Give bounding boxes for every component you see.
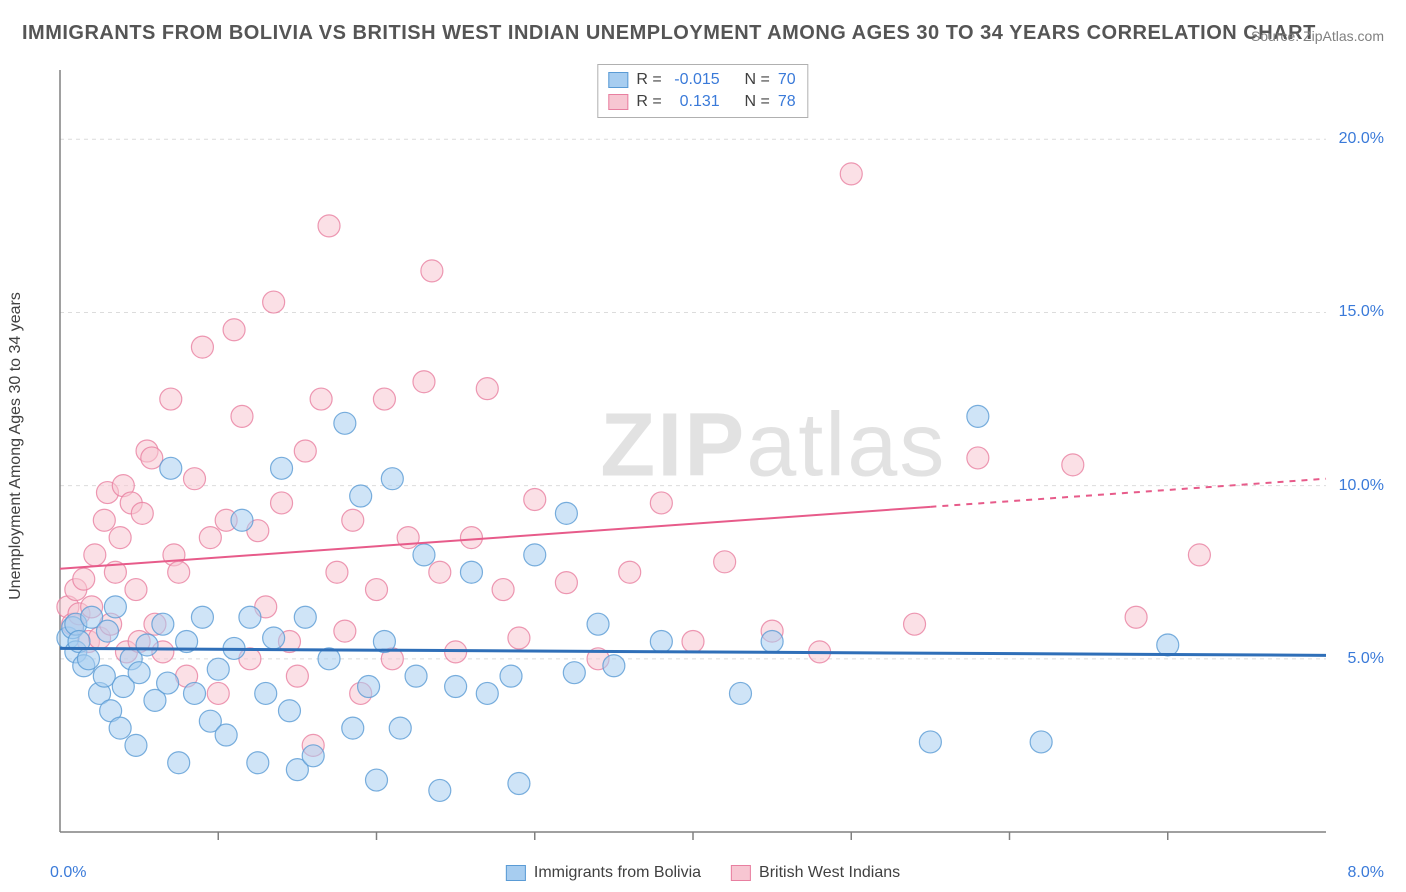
r-value-1: -0.015 — [670, 71, 720, 89]
y-tick-label: 10.0% — [1339, 477, 1384, 495]
y-tick-label: 20.0% — [1339, 130, 1384, 148]
legend-item-2: British West Indians — [731, 864, 900, 882]
chart-plot-area — [50, 60, 1386, 852]
stats-legend-box: R = -0.015 N = 70 R = 0.131 N = 78 — [597, 64, 808, 118]
n-label: N = — [745, 93, 770, 111]
r-value-2: 0.131 — [670, 93, 720, 111]
chart-title: IMMIGRANTS FROM BOLIVIA VS BRITISH WEST … — [22, 22, 1316, 45]
stats-legend-row: R = 0.131 N = 78 — [608, 91, 795, 113]
x-axis-max-label: 8.0% — [1348, 864, 1384, 882]
swatch-series-1 — [608, 72, 628, 88]
legend-label-1: Immigrants from Bolivia — [534, 864, 701, 882]
scatter-svg — [50, 60, 1386, 852]
r-label: R = — [636, 71, 661, 89]
n-value-1: 70 — [778, 71, 796, 89]
x-axis-min-label: 0.0% — [50, 864, 86, 882]
legend-item-1: Immigrants from Bolivia — [506, 864, 701, 882]
swatch-series-2 — [731, 865, 751, 881]
y-axis-label: Unemployment Among Ages 30 to 34 years — [7, 292, 25, 600]
legend-label-2: British West Indians — [759, 864, 900, 882]
n-label: N = — [745, 71, 770, 89]
n-value-2: 78 — [778, 93, 796, 111]
y-tick-label: 5.0% — [1348, 650, 1384, 668]
bottom-legend: Immigrants from Bolivia British West Ind… — [506, 864, 900, 882]
stats-legend-row: R = -0.015 N = 70 — [608, 69, 795, 91]
source-attribution: Source: ZipAtlas.com — [1251, 28, 1384, 44]
swatch-series-1 — [506, 865, 526, 881]
swatch-series-2 — [608, 94, 628, 110]
y-tick-label: 15.0% — [1339, 303, 1384, 321]
r-label: R = — [636, 93, 661, 111]
